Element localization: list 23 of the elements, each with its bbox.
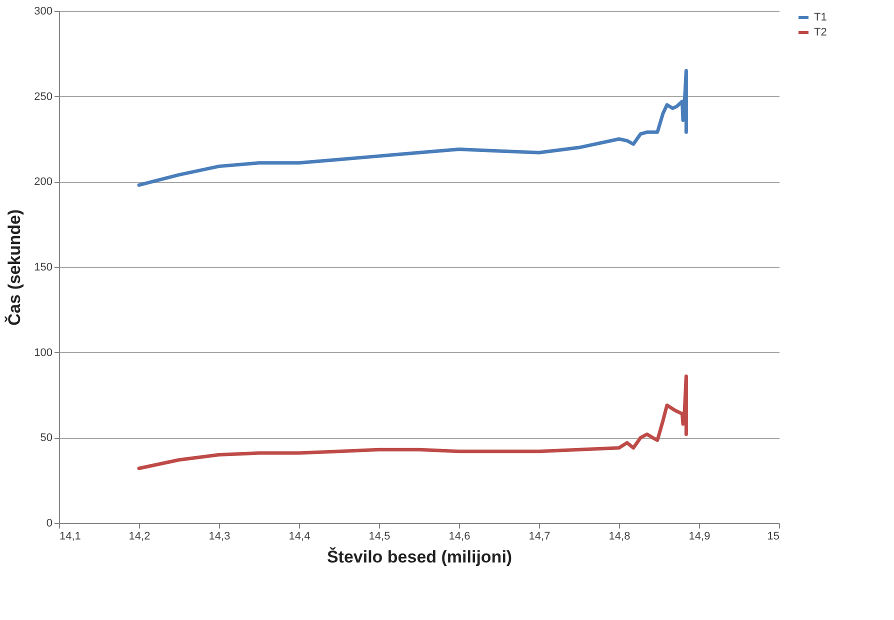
x-tick-label: 14,6 [448, 530, 470, 542]
x-tick-label: 14,7 [528, 530, 550, 542]
y-tick-label: 250 [34, 90, 52, 103]
x-tick-label: 15 [767, 530, 780, 542]
legend-label: T1 [814, 12, 827, 24]
line-series [137, 374, 688, 470]
x-tick-label: 14,4 [288, 530, 310, 542]
legend-label: T2 [814, 26, 827, 38]
x-tick-label: 14,9 [688, 530, 710, 542]
x-axis-title: Število besed (milijoni) [326, 546, 512, 566]
line-series [137, 68, 688, 187]
y-tick-label: 150 [34, 262, 52, 274]
x-tick-label: 14,5 [368, 530, 390, 542]
x-tick-label: 14,8 [608, 530, 630, 542]
y-tick-label: 300 [34, 6, 52, 18]
y-tick-label: 50 [40, 432, 52, 444]
x-tick-label: 14,2 [128, 530, 150, 542]
y-tick-label: 0 [46, 518, 52, 530]
y-tick-label: 100 [34, 346, 52, 359]
y-axis-title: Čas (sekunde) [4, 209, 24, 326]
y-tick-label: 200 [34, 176, 52, 188]
x-tick-label: 14,1 [60, 530, 81, 542]
x-tick-label: 14,3 [208, 530, 230, 542]
